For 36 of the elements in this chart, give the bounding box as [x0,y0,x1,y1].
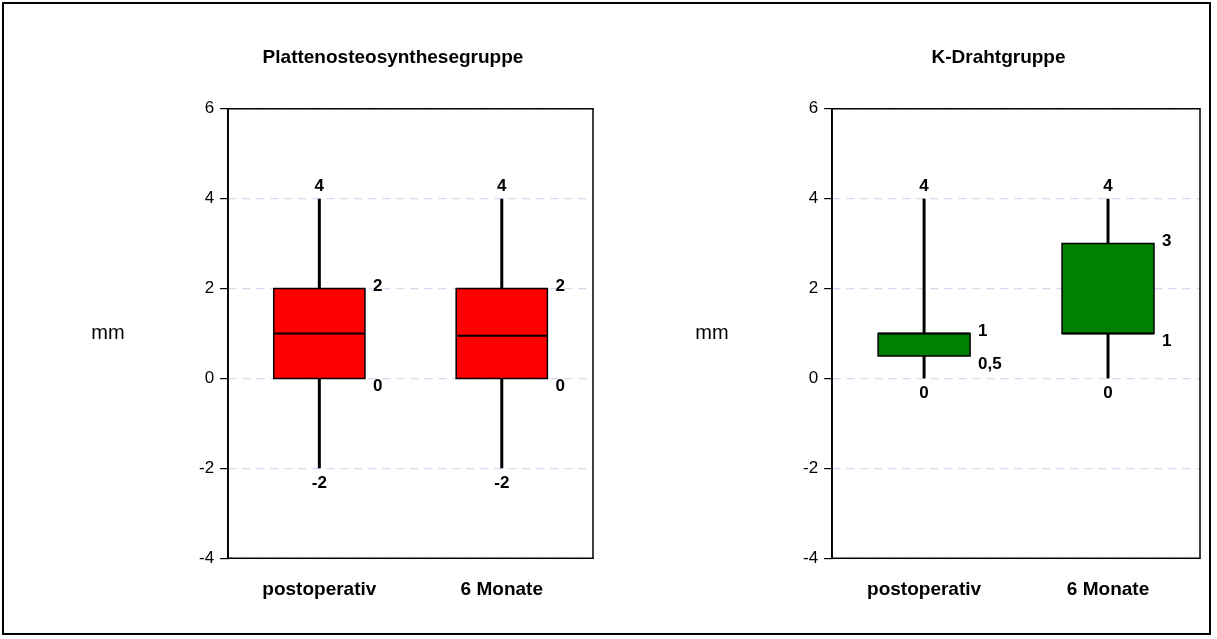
annotation: -2 [494,472,510,492]
y-tick-label: -2 [802,458,819,478]
x-tick-label: 6 Monate [1066,577,1150,599]
annotation: 0 [372,376,383,396]
annotation: 2 [555,276,565,296]
annotation: 4 [314,175,325,195]
x-tick-label: postoperativ [867,577,982,599]
y-tick-label: 6 [808,98,819,118]
y-tick-label: 0 [808,368,819,388]
annotation: 2 [372,276,383,296]
chart-title: Plattenosteosynthesegruppe [262,45,524,67]
chart-title: K-Drahtgruppe [931,45,1066,67]
y-tick-label: 2 [204,278,215,298]
annotation: 4 [497,175,508,195]
annotation: 0 [1103,382,1113,402]
y-tick-label: 6 [204,98,215,118]
y-axis-title: mm [695,321,729,344]
annotation: -2 [311,472,327,492]
y-tick-label: 4 [808,188,819,208]
y-axis-title: mm [91,321,125,344]
y-tick-label: -4 [802,547,819,567]
annotation: 1 [1162,331,1172,351]
annotation: 0 [919,382,929,402]
y-tick-label: -2 [198,458,215,478]
annotation: 1 [978,321,988,341]
annotation: 4 [919,175,930,195]
annotation: 0 [555,376,565,396]
x-tick-label: 6 Monate [460,577,543,599]
x-tick-label: postoperativ [262,577,377,599]
y-tick-label: 0 [204,368,215,388]
annotation: 4 [1103,175,1114,195]
y-tick-label: 4 [204,188,215,208]
annotation: 0,5 [978,353,1002,373]
y-tick-label: 2 [808,278,819,298]
annotation: 3 [1162,231,1172,251]
y-tick-label: -4 [198,547,215,567]
